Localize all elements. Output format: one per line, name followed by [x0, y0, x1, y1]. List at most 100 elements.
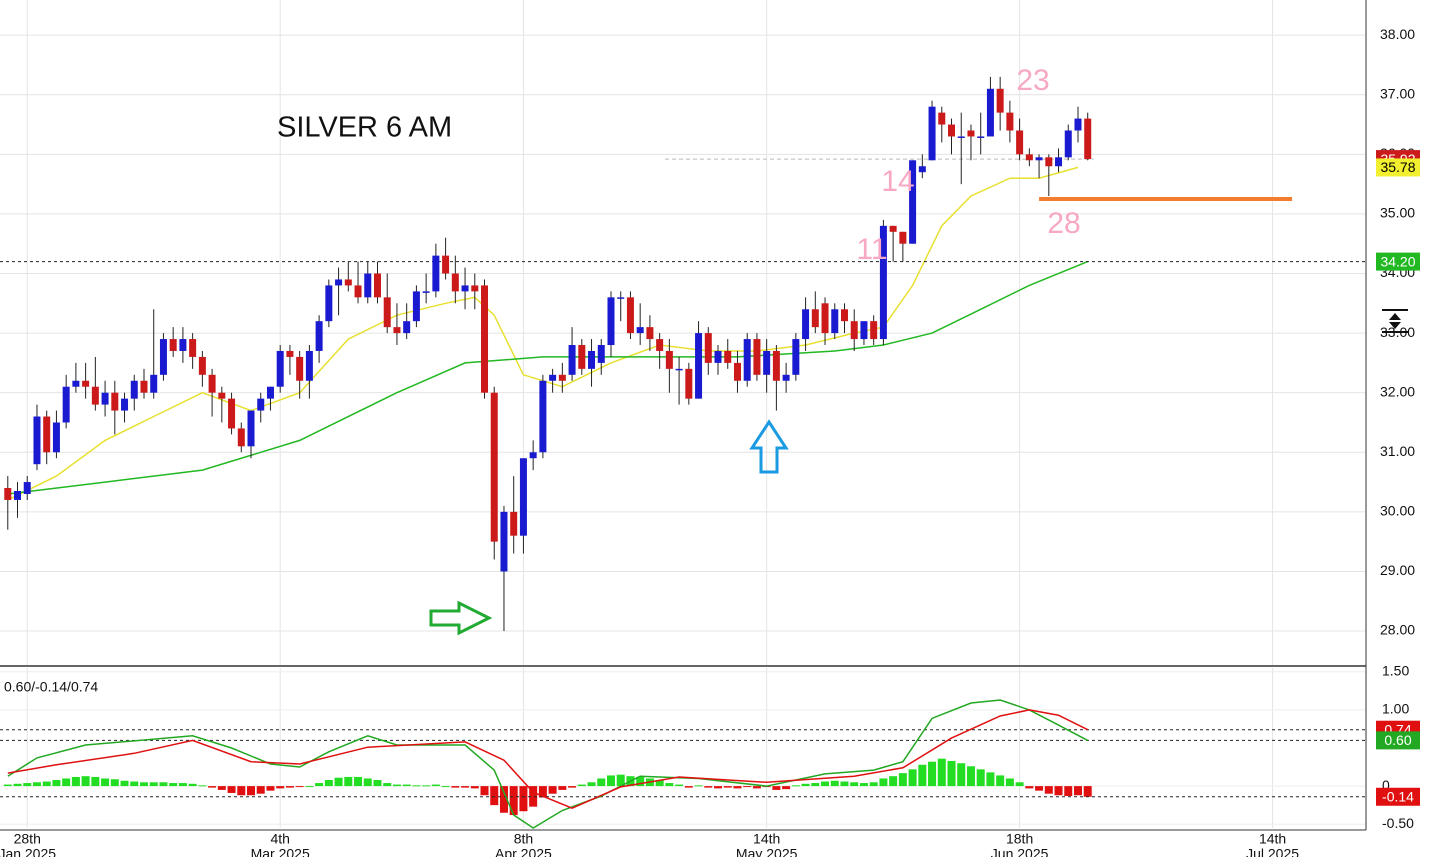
macd-bar	[889, 776, 898, 787]
macd-bar	[704, 786, 713, 788]
candle-body	[685, 368, 693, 399]
y-tick-label: 35.00	[1380, 205, 1415, 221]
candle-body	[850, 321, 858, 340]
candle-body	[1035, 157, 1043, 161]
macd-bar	[392, 784, 401, 787]
macd-label: -0.14	[1382, 788, 1414, 804]
candle-body	[257, 398, 265, 411]
annotation: 11	[856, 233, 887, 266]
candle-body	[782, 374, 790, 381]
macd-bar	[928, 761, 937, 787]
candle-body	[1025, 154, 1033, 161]
candle-body	[772, 350, 780, 381]
candle-body	[1006, 112, 1014, 131]
macd-bar	[441, 786, 450, 788]
macd-bar	[859, 783, 868, 787]
y-tick-label: 32.00	[1380, 383, 1415, 399]
candle-body	[811, 309, 819, 328]
candle-body	[918, 166, 926, 173]
macd-bar	[996, 775, 1005, 787]
macd-bar	[850, 782, 859, 787]
macd-bar	[1015, 782, 1024, 787]
macd-bar	[782, 786, 791, 790]
macd-bar	[1064, 786, 1073, 796]
macd-bar	[509, 786, 518, 816]
x-tick-label: 14th	[1259, 831, 1286, 847]
candle-body	[52, 422, 60, 453]
candle-body	[510, 511, 518, 536]
macd-bar	[499, 786, 508, 813]
macd-label-box	[1376, 787, 1420, 806]
macd-bar	[986, 772, 995, 787]
macd-bar	[305, 786, 314, 788]
candle-body	[938, 112, 946, 125]
candle-body	[967, 130, 975, 137]
macd-bar	[1044, 786, 1053, 794]
y-tick-label: 28.00	[1380, 622, 1415, 638]
green-arrow	[429, 600, 493, 636]
macd-bar	[62, 778, 71, 787]
y-tick-label: 31.00	[1380, 443, 1415, 459]
macd-bar	[266, 786, 275, 791]
macd-bar	[587, 782, 596, 787]
macd-bar	[431, 784, 440, 787]
macd-bar	[947, 760, 956, 787]
candle-body	[1045, 157, 1053, 167]
macd-bar	[324, 780, 333, 787]
candle-body	[1064, 130, 1072, 158]
candle-body	[130, 380, 138, 399]
macd-bar	[178, 783, 187, 787]
price-label: 34.20	[1380, 253, 1415, 269]
macd-bar	[13, 783, 22, 787]
macd-bar	[149, 782, 158, 787]
chart-title: SILVER 6 AM	[277, 112, 452, 144]
candle-body	[344, 279, 352, 286]
candle-body	[802, 309, 810, 340]
x-tick-sublabel: Apr 2025	[495, 846, 552, 857]
candle-body	[733, 362, 741, 381]
macd-bar	[1035, 786, 1044, 791]
candle-body	[899, 231, 907, 244]
macd-bar	[665, 783, 674, 787]
candle-body	[82, 380, 90, 387]
candle-body	[597, 345, 605, 363]
macd-bar	[3, 784, 12, 787]
candle-body	[500, 511, 508, 572]
macd-bar	[363, 778, 372, 787]
candle-body	[43, 416, 51, 453]
y-tick-label: 38.00	[1380, 26, 1415, 42]
candle-body	[393, 327, 401, 334]
candle-body	[626, 297, 634, 334]
toolbar-icon[interactable]	[1378, 307, 1412, 335]
candle-body	[481, 285, 489, 393]
macd-bar	[529, 786, 538, 807]
candle-body	[305, 350, 313, 381]
macd-legend: 0.60/-0.14/0.74	[4, 679, 98, 695]
macd-bar	[597, 778, 606, 787]
candle-body	[412, 291, 420, 322]
macd-bar	[548, 786, 557, 794]
macd-bar	[81, 776, 90, 787]
macd-bar	[918, 764, 927, 787]
candle-body	[695, 333, 703, 399]
candle-body	[656, 339, 664, 351]
price-label-box	[1376, 158, 1420, 177]
macd-bar	[976, 769, 985, 787]
macd-bar	[247, 786, 256, 796]
candle-body	[889, 225, 897, 232]
macd-bar	[733, 786, 742, 789]
y-tick-label: 33.00	[1380, 324, 1415, 340]
background	[0, 0, 1365, 828]
candle-body	[529, 452, 537, 459]
candle-body	[383, 297, 391, 328]
candle-body	[588, 350, 596, 369]
macd-bar	[655, 780, 664, 787]
candle-body	[4, 488, 12, 500]
macd-line	[7, 709, 1089, 810]
macd-bar	[42, 781, 51, 787]
macd-bar	[470, 786, 479, 789]
macd-bar	[723, 786, 732, 788]
macd-bar	[538, 786, 547, 798]
macd-bar	[743, 786, 752, 788]
candle-body	[1084, 118, 1092, 160]
